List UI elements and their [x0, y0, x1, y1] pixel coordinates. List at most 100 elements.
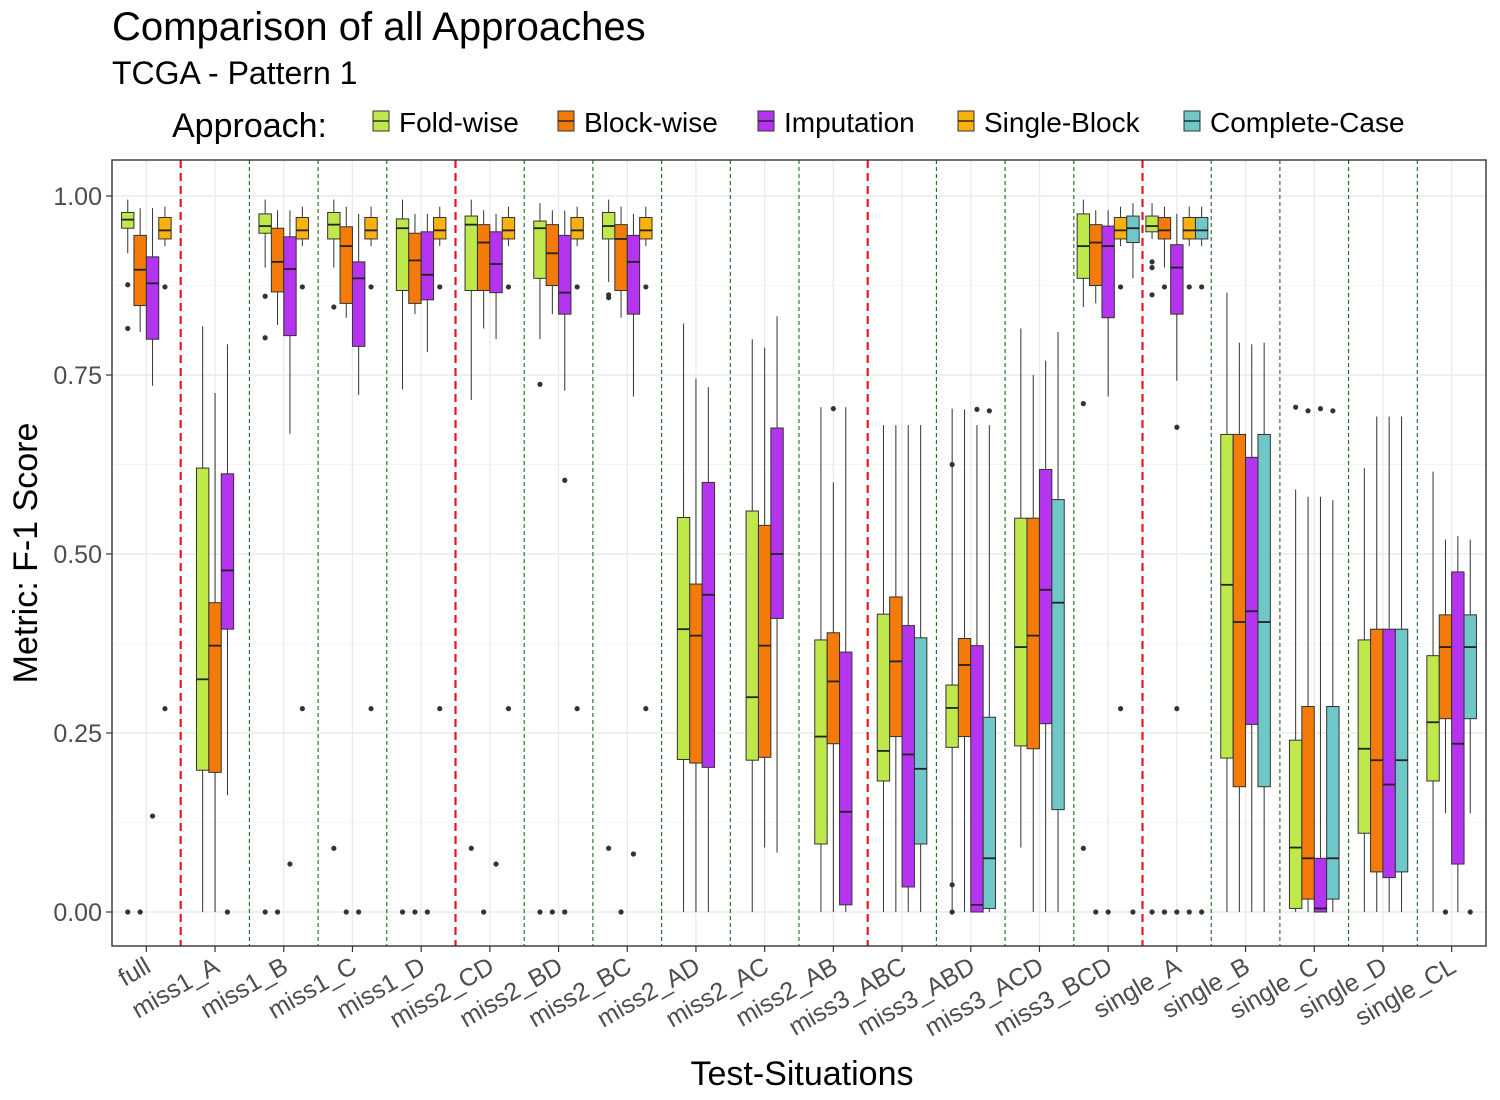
box	[826, 632, 841, 745]
outlier-point	[1149, 265, 1155, 271]
outlier-point	[149, 813, 156, 819]
outlier-point	[468, 845, 474, 851]
box	[1245, 456, 1259, 725]
outlier-point	[1330, 408, 1336, 414]
outlier-point	[493, 861, 499, 867]
box	[626, 234, 641, 315]
legend-title: Approach:	[172, 107, 327, 145]
outlier-point	[1317, 406, 1324, 412]
box	[533, 220, 547, 279]
box	[970, 645, 984, 913]
box	[195, 467, 210, 771]
separators	[179, 160, 1418, 946]
outlier-point	[1149, 909, 1155, 915]
box-group	[464, 199, 516, 915]
box	[420, 231, 435, 301]
box	[876, 613, 891, 782]
outlier-point	[1186, 284, 1192, 290]
legend-item: Imputation	[757, 107, 915, 138]
legend-item: Fold-wise	[372, 107, 519, 138]
x-axis-label: Test-Situations	[691, 1055, 914, 1093]
outlier-point	[643, 284, 649, 290]
box-group	[121, 199, 172, 915]
box	[395, 218, 410, 292]
box	[1357, 639, 1372, 834]
plot-area: 0.00 0.25 0.50 0.75 1.00 fullmiss1_Amiss1_Bmi…	[53, 159, 1487, 1042]
outlier-point	[481, 909, 487, 915]
outlier-point	[1199, 284, 1205, 290]
plot-border	[111, 159, 1487, 947]
box	[1301, 706, 1315, 900]
outlier-point	[1161, 284, 1168, 290]
outlier-point	[562, 477, 568, 483]
outlier-point	[1199, 909, 1205, 915]
outlier-point	[974, 406, 980, 412]
box	[745, 510, 759, 761]
box	[433, 216, 447, 240]
outlier-point	[162, 284, 168, 290]
box-group	[258, 199, 310, 915]
outlier-point	[574, 284, 580, 290]
outlier-point	[537, 909, 543, 915]
box	[1051, 499, 1065, 811]
outlier-point	[437, 706, 443, 712]
box	[945, 684, 959, 748]
outlier-point	[274, 909, 281, 915]
box-group	[1288, 404, 1340, 913]
outlier-point	[424, 909, 430, 915]
box-group	[601, 199, 653, 915]
box	[1220, 433, 1234, 759]
outlier-point	[606, 295, 612, 301]
chart-title: Comparison of all Approaches	[112, 5, 646, 49]
outlier-point	[1105, 909, 1111, 915]
box	[639, 216, 653, 240]
outlier-point	[125, 909, 131, 915]
box	[1257, 433, 1271, 788]
outlier-point	[287, 861, 293, 867]
outlier-point	[262, 909, 268, 915]
box	[283, 236, 297, 337]
outlier-point	[125, 282, 131, 288]
outlier-point	[949, 909, 955, 915]
outlier-point	[224, 909, 231, 915]
legend-label: Single-Block	[984, 107, 1141, 138]
outlier-point	[505, 284, 512, 290]
legend: Approach: Fold-wise Block-wise Imputation S…	[172, 107, 1405, 145]
box	[814, 639, 828, 845]
outlier-point	[368, 706, 374, 712]
outlier-point	[643, 706, 649, 712]
box-group	[1076, 199, 1140, 915]
box	[1157, 216, 1172, 240]
outlier-point	[137, 909, 143, 915]
box	[689, 583, 703, 764]
box	[339, 226, 353, 304]
legend-item: Complete-Case	[1183, 107, 1405, 138]
outlier-point	[986, 408, 992, 414]
box-group	[814, 406, 853, 912]
legend-label: Block-wise	[584, 107, 718, 138]
legend-item: Single-Block	[957, 107, 1141, 138]
outlier-point	[1149, 292, 1155, 298]
outlier-point	[549, 909, 555, 915]
box	[1038, 469, 1053, 725]
box	[1101, 225, 1115, 319]
outlier-point	[1174, 424, 1180, 430]
box	[1145, 215, 1159, 233]
box-group	[945, 406, 997, 915]
box-group	[1220, 292, 1271, 912]
box	[1026, 517, 1040, 750]
box-group	[676, 323, 716, 912]
box	[757, 524, 772, 758]
outlier-point	[1149, 259, 1155, 265]
box	[913, 637, 928, 845]
outlier-point	[630, 851, 637, 857]
outlier-point	[262, 293, 268, 299]
outlier-point	[830, 406, 836, 412]
outlier-point	[299, 284, 305, 290]
legend-label: Fold-wise	[399, 107, 519, 138]
box	[489, 231, 503, 294]
outlier-point	[505, 706, 512, 712]
box	[1463, 614, 1477, 720]
outlier-point	[1080, 845, 1086, 851]
outlier-point	[1130, 909, 1136, 915]
